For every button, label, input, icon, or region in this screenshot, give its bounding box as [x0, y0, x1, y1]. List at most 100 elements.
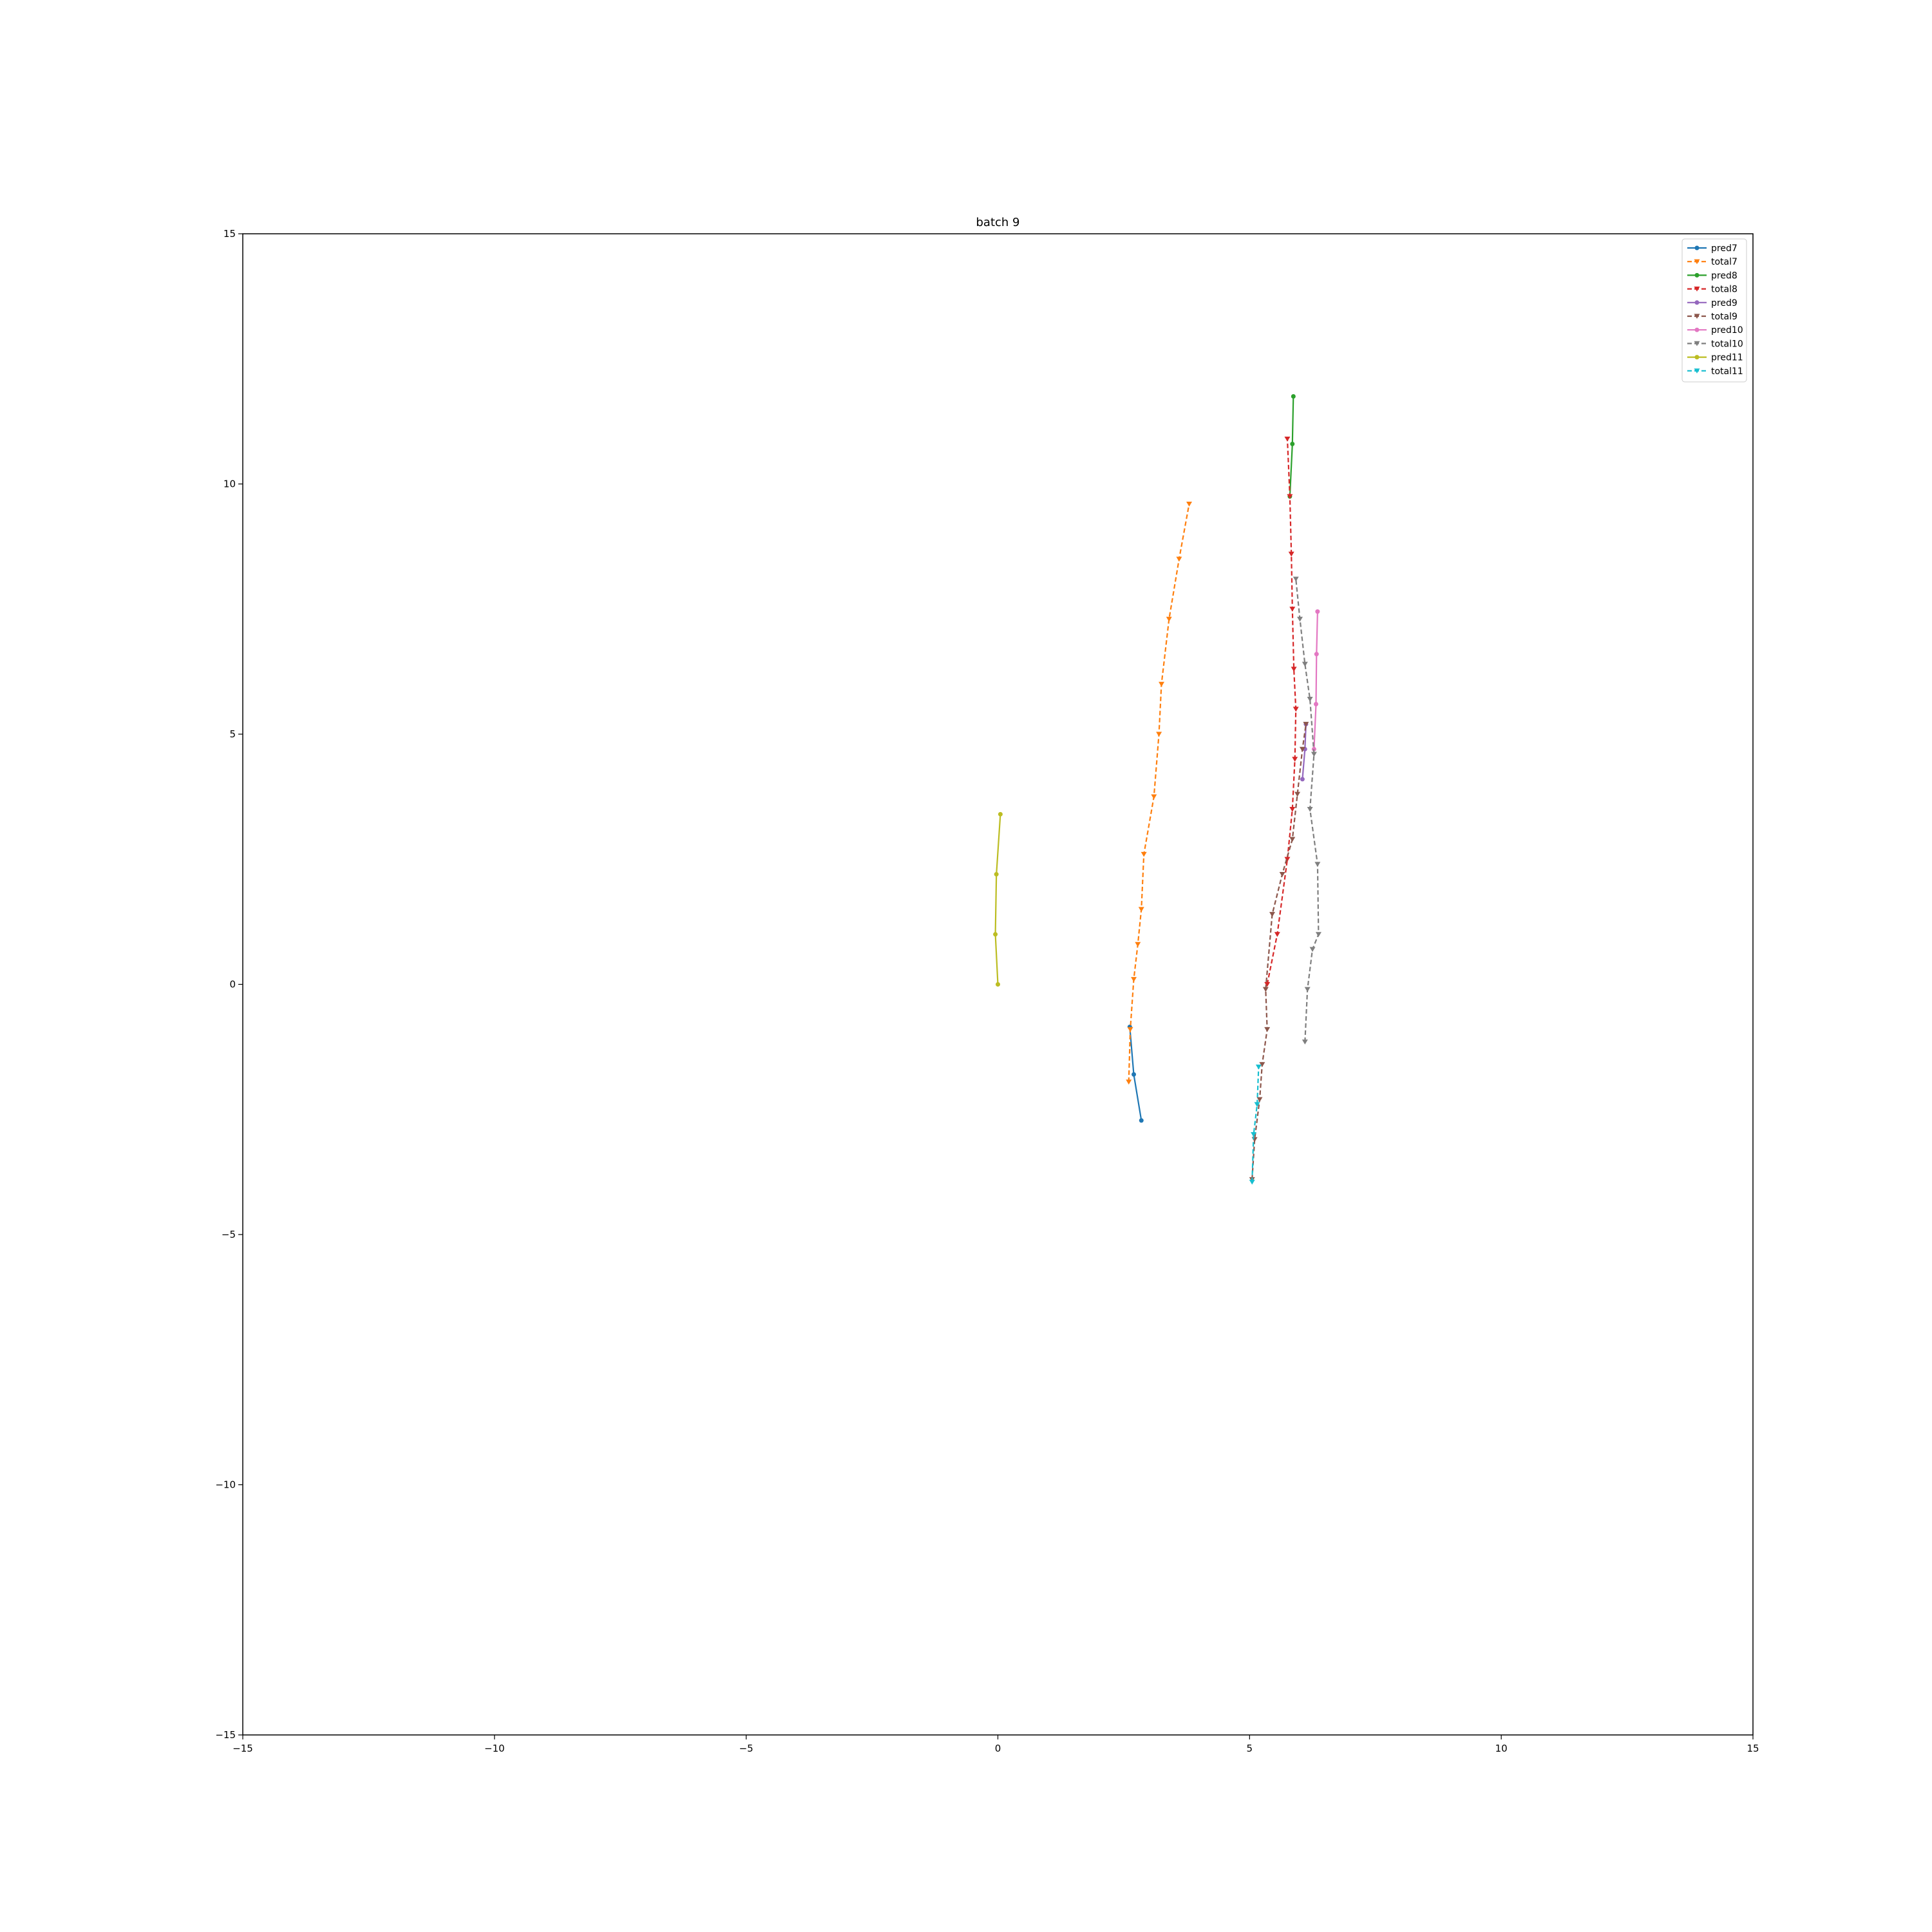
legend-entry-total8: total8	[1687, 285, 1738, 295]
data-point	[1139, 1118, 1144, 1123]
data-point	[1264, 1027, 1271, 1032]
data-point	[1297, 616, 1303, 622]
series-total10	[1293, 576, 1321, 1045]
data-point	[1254, 1102, 1260, 1108]
data-point	[1156, 732, 1162, 737]
data-point	[1304, 987, 1311, 992]
legend-entry-pred8: pred8	[1687, 270, 1738, 281]
x-tick-label: −10	[484, 1743, 505, 1754]
data-point	[1127, 1027, 1133, 1032]
data-point	[1694, 341, 1700, 346]
data-point	[1289, 607, 1296, 612]
data-point	[1314, 652, 1319, 657]
series-line-total7	[1128, 504, 1190, 1083]
data-point	[1262, 987, 1269, 992]
legend-entry-total11: total11	[1687, 366, 1743, 377]
data-point	[1291, 667, 1297, 672]
legend-label: total11	[1711, 366, 1743, 377]
series-total7	[1126, 501, 1193, 1085]
legend-entry-total9: total9	[1687, 312, 1738, 322]
y-tick-label: −5	[222, 1229, 236, 1240]
data-point	[1292, 757, 1298, 762]
data-point	[1309, 947, 1316, 952]
data-point	[1291, 394, 1296, 399]
x-tick-label: 10	[1495, 1743, 1508, 1754]
legend-label: total8	[1711, 285, 1738, 295]
data-point	[1141, 851, 1147, 857]
legend-label: pred8	[1711, 270, 1738, 281]
series-total9	[1249, 721, 1309, 1182]
data-point	[994, 872, 999, 877]
data-point	[1274, 932, 1280, 937]
legend-entry-pred11: pred11	[1687, 353, 1743, 363]
data-point	[1284, 436, 1291, 442]
y-tick-label: 15	[223, 228, 236, 240]
legend-entry-pred10: pred10	[1687, 325, 1743, 336]
series-pred10	[1311, 609, 1320, 752]
legend-entry-pred9: pred9	[1687, 298, 1738, 308]
data-point	[1315, 609, 1320, 614]
x-tick-label: 0	[995, 1743, 1001, 1754]
data-point	[1255, 1065, 1262, 1070]
data-point	[1251, 1132, 1257, 1137]
series-line-pred10	[1313, 611, 1318, 750]
data-point	[1311, 752, 1317, 757]
data-point	[1694, 287, 1700, 292]
data-point	[1256, 1097, 1263, 1103]
legend-label: total7	[1711, 257, 1738, 267]
data-point	[1694, 314, 1700, 319]
data-point	[1694, 355, 1700, 360]
legend-entry-total7: total7	[1687, 257, 1738, 267]
data-point	[1126, 1079, 1132, 1085]
x-tick-label: 5	[1247, 1743, 1253, 1754]
series-total11	[1249, 1065, 1262, 1185]
data-point	[1302, 661, 1308, 667]
legend-entry-total10: total10	[1687, 339, 1743, 349]
data-point	[1131, 977, 1137, 982]
data-point	[993, 932, 998, 937]
data-point	[1264, 981, 1271, 987]
data-point	[1289, 837, 1296, 842]
data-point	[1132, 1072, 1137, 1077]
legend-label: pred11	[1711, 353, 1743, 363]
data-point	[1288, 551, 1294, 557]
legend-label: pred9	[1711, 298, 1738, 308]
data-point	[1293, 576, 1299, 582]
y-tick-label: −10	[215, 1479, 236, 1491]
series-line-total9	[1251, 724, 1307, 1180]
series-total8	[1264, 436, 1299, 987]
y-tick-label: 5	[229, 728, 236, 740]
data-point	[998, 811, 1003, 817]
y-tick-label: 0	[229, 979, 236, 990]
legend-label: total9	[1711, 312, 1738, 322]
data-point	[1284, 857, 1291, 862]
legend-label: total10	[1711, 339, 1743, 349]
data-point	[1151, 794, 1157, 800]
data-point	[1314, 701, 1319, 706]
data-point	[1303, 721, 1309, 727]
data-point	[1694, 272, 1700, 278]
data-point	[1294, 791, 1301, 797]
data-point	[1186, 501, 1193, 507]
data-point	[1176, 556, 1182, 562]
data-point	[1694, 300, 1700, 305]
data-point	[1300, 777, 1305, 782]
chart-title: batch 9	[976, 216, 1020, 229]
y-tick-label: −15	[215, 1729, 236, 1741]
data-point	[1135, 942, 1141, 947]
data-point	[1299, 746, 1305, 752]
plot-series	[993, 394, 1321, 1185]
data-point	[1249, 1179, 1255, 1185]
data-point	[1315, 932, 1321, 937]
data-point	[1289, 806, 1296, 812]
data-point	[1279, 871, 1285, 877]
data-point	[1290, 441, 1295, 446]
data-point	[996, 982, 1000, 987]
y-tick-label: 10	[223, 478, 236, 490]
axes: −15 −10 −5 0 5 10 15 −15 −10 −5 0 5 10 15	[215, 228, 1759, 1754]
legend-label: pred7	[1711, 243, 1738, 254]
data-point	[1311, 746, 1316, 752]
data-point	[1694, 368, 1700, 374]
